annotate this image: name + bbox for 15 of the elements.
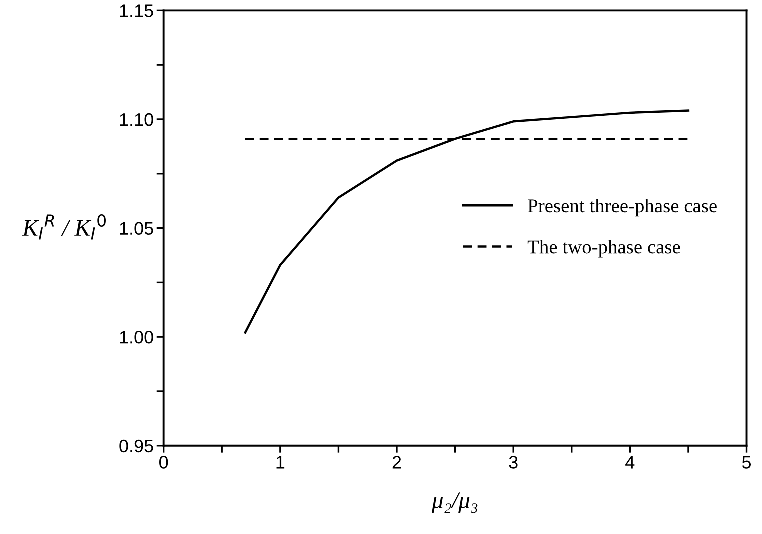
y-axis-title: K$_{I}$$^{R}$ / K$_{I}$$^{0}$: [22, 214, 106, 240]
y-tick-label: 0.95: [120, 440, 154, 453]
x-tick-label: 2: [392, 456, 402, 469]
x-axis-title: μ₂/μ₃: [432, 492, 478, 514]
y-tick-label: 1.15: [120, 4, 154, 18]
legend-label: The two-phase case: [528, 240, 680, 258]
x-tick-label: 1: [276, 456, 285, 469]
y-tick-label: 1.05: [120, 222, 154, 236]
y-tick-label: 1.00: [120, 331, 154, 344]
x-tick-label: 4: [626, 456, 635, 469]
x-tick-label: 0: [160, 456, 168, 469]
x-tick-label: 5: [742, 456, 752, 469]
legend-label: Present three-phase case: [528, 198, 717, 217]
x-tick-label: 3: [509, 456, 518, 469]
y-tick-label: 1.10: [120, 113, 154, 126]
